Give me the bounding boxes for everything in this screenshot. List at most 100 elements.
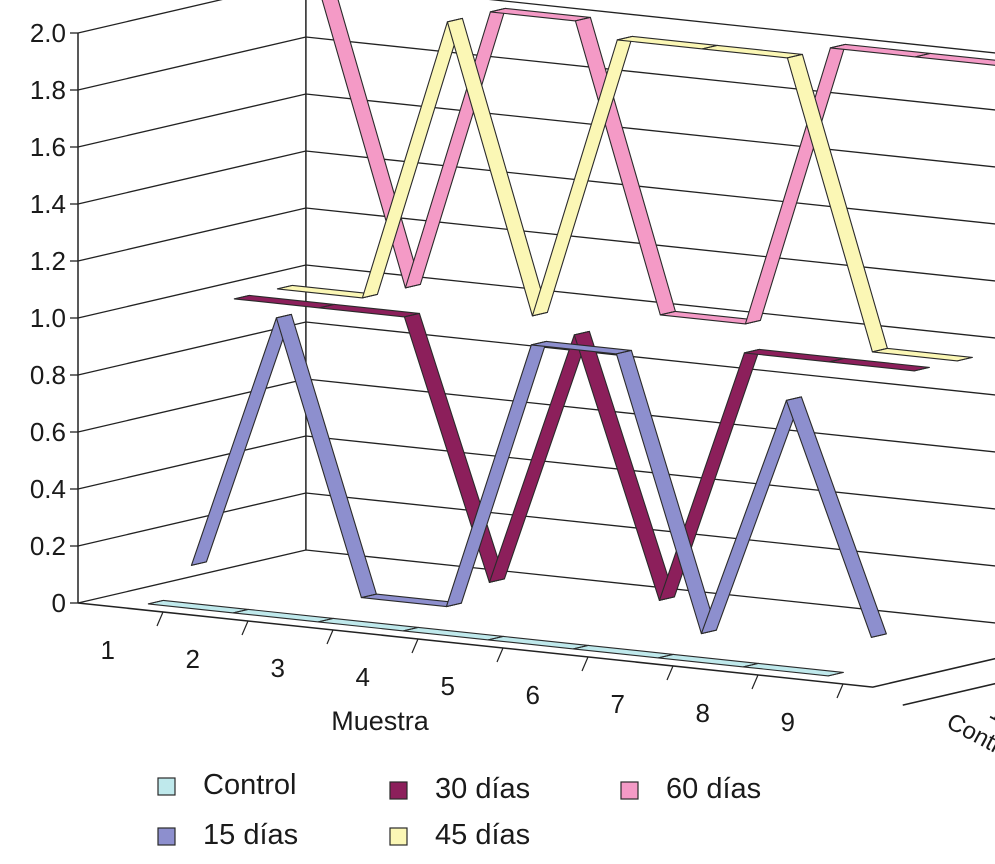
- y-tick-label: 1.6: [30, 132, 66, 162]
- legend-item-60-días: 60 días: [620, 773, 761, 805]
- data-point: [914, 366, 930, 372]
- data-point: [148, 599, 164, 605]
- legend-item-control: Control: [157, 769, 297, 801]
- series-30-días-ribbon: [233, 294, 930, 601]
- series-point-segment: [700, 396, 802, 635]
- data-point: [744, 348, 760, 354]
- x-tick-mark: [241, 620, 249, 636]
- data-point: [276, 313, 292, 319]
- data-point: [830, 43, 846, 49]
- data-point: [702, 44, 718, 50]
- series-point-segment: [275, 313, 377, 599]
- data-point: [532, 311, 548, 317]
- data-point: [319, 303, 335, 309]
- x-tick-label: 7: [611, 689, 625, 719]
- data-point: [277, 284, 293, 290]
- data-point: [405, 283, 421, 289]
- data-point: [617, 35, 633, 41]
- data-point: [233, 608, 249, 614]
- series-point-segment: [914, 52, 995, 66]
- y-tick-label: 1.4: [30, 189, 66, 219]
- series-point-segment: [785, 396, 887, 638]
- data-point: [362, 293, 378, 299]
- series-point-segment: [232, 608, 334, 623]
- x-tick-mark: [666, 665, 674, 681]
- legend-label: 60 días: [666, 773, 761, 805]
- legend-item-30-días: 30 días: [389, 773, 530, 805]
- x-tick-mark: [326, 629, 334, 645]
- legend-label: 30 días: [435, 773, 530, 805]
- x-tick-label: 2: [186, 644, 200, 674]
- floor-edge: [77, 602, 995, 688]
- data-point: [446, 602, 462, 608]
- data-point: [829, 357, 845, 363]
- data-point: [915, 52, 931, 58]
- y-tick-label: 0.6: [30, 417, 66, 447]
- data-point: [828, 671, 844, 677]
- data-point: [743, 662, 759, 668]
- y-tick-label: 0.4: [30, 474, 66, 504]
- series-45-días-ribbon: [276, 17, 973, 362]
- series-point-segment: [276, 284, 378, 299]
- series-ribbons: [147, 0, 995, 677]
- data-point: [658, 653, 674, 659]
- data-point: [531, 340, 547, 346]
- legend-item-15-días: 15 días: [157, 819, 298, 851]
- x-tick-label: 3: [271, 653, 285, 683]
- y-tick-label: 0.2: [30, 531, 66, 561]
- legend-swatch: [389, 781, 408, 800]
- data-point: [575, 16, 591, 22]
- series-point-segment: [742, 662, 844, 677]
- data-point: [871, 633, 887, 638]
- y-tick-label: 1.8: [30, 75, 66, 105]
- series-point-segment: [487, 635, 589, 650]
- data-point: [659, 596, 675, 601]
- series-15-días-ribbon: [190, 313, 887, 638]
- series-point-segment: [489, 7, 591, 22]
- series-point-segment: [828, 357, 930, 372]
- gridline-10: [77, 0, 995, 54]
- data-point: [191, 561, 207, 566]
- y-tick-label: 1.0: [30, 303, 66, 333]
- depth-axis-line: [902, 682, 995, 706]
- legend-swatch: [157, 827, 176, 846]
- x-axis: 1 2 3 4 5 6 7 8 9: [101, 611, 844, 737]
- legend: Control 15 días 30 días 45 días 60 días: [157, 769, 761, 851]
- data-point: [318, 617, 334, 623]
- data-point: [573, 644, 589, 650]
- data-point: [403, 626, 419, 632]
- series-point-segment: [190, 313, 292, 566]
- data-point: [447, 17, 463, 23]
- data-point: [488, 635, 504, 641]
- x-tick-label: 8: [696, 698, 710, 728]
- series-point-segment: [318, 303, 420, 318]
- y-tick-label: 1.2: [30, 246, 66, 276]
- x-tick-label: 6: [526, 680, 540, 710]
- x-tick-mark: [411, 638, 419, 654]
- data-point: [490, 7, 506, 13]
- x-tick-mark: [836, 683, 844, 699]
- y-tick-label: 2.0: [30, 18, 66, 48]
- series-point-segment: [147, 599, 249, 614]
- legend-label: 45 días: [435, 819, 530, 851]
- series-point-segment: [616, 35, 718, 50]
- x-tick-label: 5: [441, 671, 455, 701]
- data-point: [745, 319, 761, 325]
- y-tick-label: 0: [52, 588, 66, 618]
- legend-swatch: [620, 781, 639, 800]
- data-point: [574, 330, 590, 336]
- series-point-segment: [701, 44, 803, 59]
- series-control-ribbon: [147, 599, 844, 677]
- data-point: [660, 310, 676, 316]
- x-tick-label: 4: [356, 662, 370, 692]
- series-point-segment: [233, 294, 335, 309]
- gridline-8: [77, 93, 995, 168]
- series-point-segment: [871, 347, 973, 362]
- x-tick-mark: [496, 647, 504, 663]
- data-point: [957, 356, 973, 362]
- data-point: [786, 396, 802, 401]
- legend-label: Control: [203, 769, 297, 801]
- data-point: [787, 53, 803, 59]
- series-60-días-ribbon: [321, 0, 995, 325]
